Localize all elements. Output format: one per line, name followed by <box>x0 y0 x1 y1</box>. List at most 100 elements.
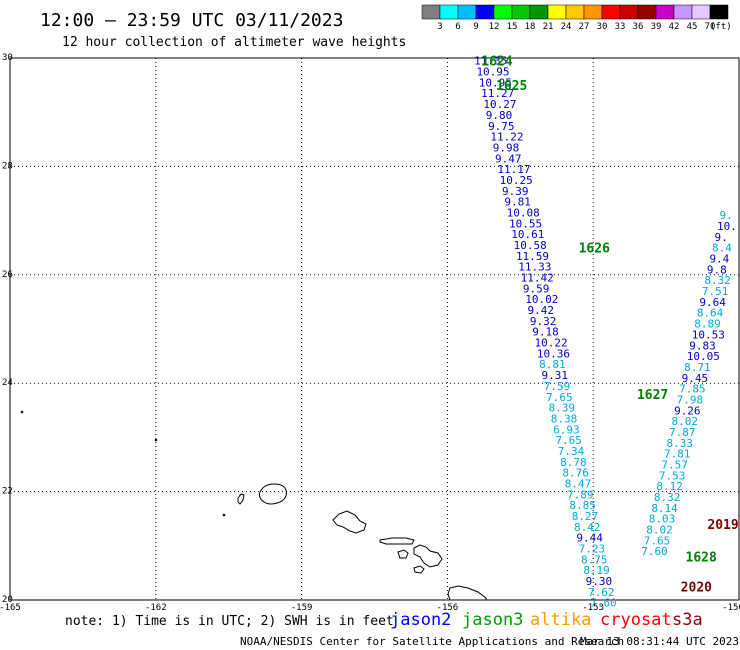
swh-value: 7.85 <box>679 383 706 396</box>
island-maui <box>413 544 443 568</box>
colorbar-swatch <box>691 4 711 20</box>
altimeter-track-a: 11.3510.9510.9511.2710.279.809.7511.229.… <box>474 55 617 610</box>
swh-value: 7.51 <box>702 285 729 298</box>
colorbar-tick-label: 12 <box>489 22 500 32</box>
swh-value: 9.81 <box>504 196 531 209</box>
colorbar-tick-label: 9 <box>473 22 478 32</box>
swh-value: 10.95 <box>476 66 509 79</box>
swh-value: 8.71 <box>684 361 711 374</box>
colorbar-tick-label: 24 <box>561 22 572 32</box>
swh-value: 8.39 <box>548 402 575 415</box>
latitude-label: 22 <box>2 487 13 497</box>
legend-cryosat: cryosat <box>600 610 672 630</box>
swh-value: 9.47 <box>495 152 522 165</box>
swh-value: 7.98 <box>677 393 704 406</box>
colorbar-tick-label: 21 <box>543 22 554 32</box>
swh-value: 10.08 <box>507 206 540 219</box>
colorbar-swatch <box>583 4 603 20</box>
longitude-label: -162 <box>145 603 167 613</box>
colorbar-swatch <box>529 4 549 20</box>
colorbar-swatch <box>709 4 729 20</box>
legend-s3a: s3a <box>672 610 703 630</box>
colorbar-tick-label: 6 <box>455 22 460 32</box>
colorbar-swatch <box>421 4 441 20</box>
pass-label: 2019 <box>707 518 738 533</box>
swh-value: 8.4 <box>712 242 732 255</box>
swh-value: 9. <box>715 231 728 244</box>
pass-labels: 1624 1625 1626 1627 1628 2019 2020 <box>481 55 738 596</box>
swh-value: 10.95 <box>479 76 512 89</box>
swh-value: 8.47 <box>565 477 592 490</box>
map-area: -165 -162 -159 -156 -153 -150 30 28 26 24 22 20 11… <box>0 53 740 613</box>
swh-value: 10.05 <box>687 350 720 363</box>
colorbar-swatch <box>493 4 513 20</box>
swh-value: 8.19 <box>583 564 610 577</box>
swh-value: 10.27 <box>483 98 516 111</box>
swh-value: 7.62 <box>588 586 615 599</box>
swh-value: 9.32 <box>530 315 557 328</box>
swh-value: 11.27 <box>481 87 514 100</box>
latitude-label: 24 <box>2 378 13 388</box>
swh-value: 7.59 <box>544 380 571 393</box>
swh-value: 11.42 <box>521 272 554 285</box>
swh-value: 9.26 <box>674 404 701 417</box>
islet-1 <box>20 410 24 414</box>
swh-value: 9.39 <box>502 185 529 198</box>
island-kahoolawe <box>413 565 425 574</box>
colorbar-swatch <box>601 4 621 20</box>
swh-value: 11.17 <box>497 163 530 176</box>
swh-value: 8.02 <box>672 415 699 428</box>
colorbar-tick-label: 33 <box>615 22 626 32</box>
latitude-label: 28 <box>2 161 13 171</box>
swh-value: 8.64 <box>697 307 724 320</box>
swh-value: 8.78 <box>560 456 587 469</box>
swh-value: 8.85 <box>569 499 596 512</box>
wave-height-colorbar <box>421 4 729 20</box>
colorbar-swatch <box>457 4 477 20</box>
pass-label: 1625 <box>496 79 527 94</box>
swh-value: 8.03 <box>649 513 676 526</box>
swh-value: 8.89 <box>694 318 721 331</box>
page-title: 12:00 – 23:59 UTC 03/11/2023 <box>40 10 343 31</box>
legend-jason2: jason2 <box>390 610 451 630</box>
colorbar-swatch <box>637 4 657 20</box>
swh-value: 8.76 <box>562 467 589 480</box>
swh-value: 8.81 <box>539 358 566 371</box>
island-lanai <box>397 549 409 559</box>
colorbar-swatch <box>439 4 459 20</box>
swh-value: 8.75 <box>581 553 608 566</box>
swh-value: 10.36 <box>537 347 570 360</box>
islet-3 <box>222 513 226 517</box>
swh-value: 8.38 <box>551 412 578 425</box>
footer-timestamp: Mar 13 08:31:44 UTC 2023 <box>580 635 739 648</box>
island-kauai <box>259 483 287 505</box>
swh-value: 10.22 <box>535 337 568 350</box>
legend-altika: altika <box>530 610 591 630</box>
swh-value: 11.59 <box>516 250 549 263</box>
colorbar-labels: 3 6 9 12 15 18 21 24 27 30 33 36 39 42 45 70 <box>437 22 715 32</box>
island-hawaii <box>447 585 487 601</box>
colorbar-swatch <box>673 4 693 20</box>
colorbar-swatch <box>511 4 531 20</box>
swh-value: 9.83 <box>689 339 716 352</box>
colorbar-swatch <box>565 4 585 20</box>
swh-value: 11.22 <box>490 131 523 144</box>
longitude-label: -153 <box>582 603 604 613</box>
island-niihau <box>237 493 245 505</box>
swh-value: 9.4 <box>709 253 729 266</box>
swh-value: 9.98 <box>493 141 519 154</box>
colorbar-tick-label: 36 <box>633 22 644 32</box>
swh-value: 7.23 <box>579 543 606 556</box>
longitude-label: -150 <box>722 603 740 613</box>
colorbar-tick-label: 70 <box>705 22 716 32</box>
page-subtitle: 12 hour collection of altimeter wave hei… <box>62 35 406 50</box>
swh-value: 10.53 <box>692 328 725 341</box>
latitude-label: 26 <box>2 270 13 280</box>
swh-value: 9.44 <box>576 532 603 545</box>
colorbar-unit: (ft) <box>710 22 732 32</box>
swh-value: 9.30 <box>586 575 613 588</box>
swh-value: 9.31 <box>541 369 568 382</box>
swh-value: 9.80 <box>486 109 512 122</box>
pass-label: 1628 <box>686 551 717 566</box>
